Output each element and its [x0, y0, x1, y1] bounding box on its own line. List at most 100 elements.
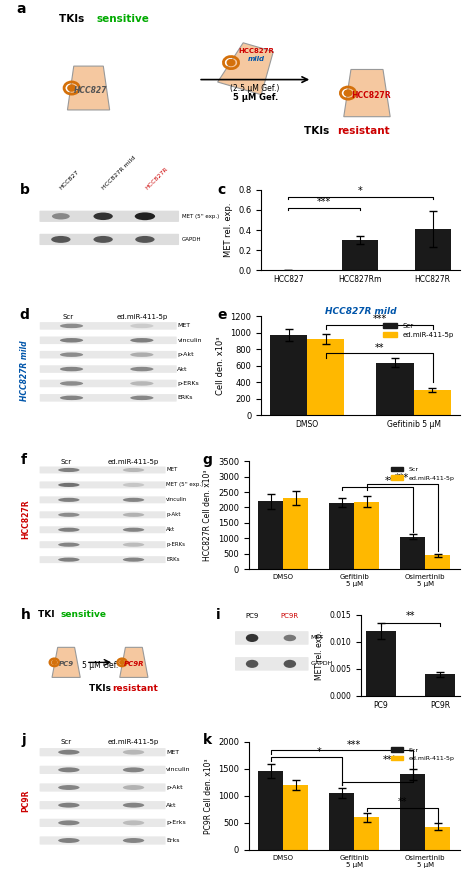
- Text: TKIs: TKIs: [89, 684, 114, 693]
- Polygon shape: [344, 69, 390, 117]
- Bar: [355, 817, 379, 850]
- Text: TKIs: TKIs: [59, 14, 88, 25]
- Y-axis label: MET rel. exp.: MET rel. exp.: [315, 631, 324, 680]
- Bar: [283, 498, 308, 569]
- Ellipse shape: [130, 381, 154, 385]
- Polygon shape: [218, 43, 273, 95]
- Circle shape: [52, 661, 56, 664]
- Text: resistant: resistant: [337, 125, 390, 136]
- Text: ***: ***: [347, 740, 362, 750]
- FancyBboxPatch shape: [40, 322, 177, 329]
- Ellipse shape: [58, 838, 80, 843]
- Text: c: c: [218, 183, 226, 197]
- Text: PC9R: PC9R: [21, 789, 30, 812]
- Ellipse shape: [130, 396, 154, 400]
- Text: vinculin: vinculin: [166, 498, 187, 502]
- Text: GAPDH: GAPDH: [310, 661, 333, 667]
- Text: HCC827: HCC827: [74, 86, 107, 95]
- Bar: [307, 339, 345, 415]
- FancyBboxPatch shape: [235, 632, 309, 645]
- Text: Scr: Scr: [61, 459, 72, 464]
- Ellipse shape: [283, 660, 296, 668]
- FancyBboxPatch shape: [40, 467, 165, 473]
- Ellipse shape: [58, 512, 80, 517]
- Ellipse shape: [123, 498, 144, 502]
- FancyBboxPatch shape: [40, 482, 165, 489]
- Ellipse shape: [283, 635, 296, 641]
- Legend: Scr, ed.miR-411-5p: Scr, ed.miR-411-5p: [380, 320, 456, 341]
- Text: ***: ***: [373, 314, 387, 324]
- Ellipse shape: [130, 338, 154, 343]
- Ellipse shape: [93, 213, 113, 220]
- Ellipse shape: [58, 483, 80, 487]
- Text: ***: ***: [395, 473, 410, 484]
- Ellipse shape: [58, 557, 80, 562]
- Title: HCC827R mild: HCC827R mild: [325, 307, 396, 315]
- Text: Akt: Akt: [166, 802, 177, 808]
- Bar: [258, 772, 283, 850]
- Text: ERKs: ERKs: [177, 395, 193, 400]
- Text: HCC827R: HCC827R: [238, 47, 274, 53]
- Polygon shape: [120, 647, 148, 677]
- Bar: [376, 363, 413, 415]
- FancyBboxPatch shape: [40, 497, 165, 504]
- Ellipse shape: [58, 821, 80, 825]
- FancyBboxPatch shape: [40, 541, 165, 548]
- Text: **: **: [406, 611, 415, 621]
- Bar: [426, 675, 456, 696]
- Circle shape: [227, 60, 235, 66]
- FancyBboxPatch shape: [39, 234, 179, 245]
- Text: ***: ***: [317, 197, 331, 207]
- FancyBboxPatch shape: [40, 526, 165, 533]
- Text: p-ERKs: p-ERKs: [177, 381, 199, 386]
- Text: resistant: resistant: [113, 684, 159, 693]
- Text: MET: MET: [177, 323, 191, 328]
- Text: HCC827R: HCC827R: [351, 91, 391, 100]
- Ellipse shape: [130, 323, 154, 328]
- Y-axis label: Cell den. x10³: Cell den. x10³: [216, 336, 225, 395]
- Text: GAPDH: GAPDH: [182, 237, 201, 242]
- Text: g: g: [202, 453, 212, 467]
- Ellipse shape: [60, 396, 83, 400]
- Bar: [401, 774, 425, 850]
- Y-axis label: PC9R Cell den. x10³: PC9R Cell den. x10³: [203, 758, 212, 834]
- Text: vinculin: vinculin: [177, 338, 202, 343]
- FancyBboxPatch shape: [39, 210, 179, 222]
- Text: b: b: [19, 183, 29, 197]
- Text: **: **: [385, 477, 394, 486]
- Text: PC9R: PC9R: [281, 612, 299, 618]
- Text: e: e: [218, 308, 227, 322]
- Y-axis label: MET rel. exp.: MET rel. exp.: [224, 202, 233, 258]
- Bar: [329, 503, 355, 569]
- Ellipse shape: [123, 483, 144, 487]
- Text: **: **: [398, 797, 407, 807]
- Ellipse shape: [58, 785, 80, 790]
- Bar: [283, 785, 308, 850]
- Ellipse shape: [58, 542, 80, 547]
- Text: **: **: [375, 343, 384, 353]
- FancyBboxPatch shape: [40, 365, 177, 373]
- Bar: [270, 335, 307, 415]
- Text: PC9R: PC9R: [124, 661, 144, 667]
- FancyBboxPatch shape: [40, 748, 165, 756]
- Text: PC9: PC9: [246, 612, 259, 618]
- Ellipse shape: [58, 767, 80, 773]
- Ellipse shape: [123, 802, 144, 808]
- Ellipse shape: [52, 213, 70, 220]
- Ellipse shape: [246, 660, 258, 668]
- Text: ed.miR-411-5p: ed.miR-411-5p: [116, 314, 167, 320]
- Text: MET: MET: [310, 635, 323, 640]
- Text: HCC827: HCC827: [58, 170, 80, 191]
- Ellipse shape: [123, 557, 144, 562]
- Text: HCC827R: HCC827R: [145, 166, 169, 191]
- Bar: [342, 240, 379, 271]
- FancyBboxPatch shape: [40, 819, 165, 827]
- Text: p-Akt: p-Akt: [166, 785, 183, 790]
- Circle shape: [344, 90, 352, 96]
- Ellipse shape: [60, 381, 83, 385]
- Ellipse shape: [135, 212, 155, 220]
- Text: Akt: Akt: [177, 366, 188, 371]
- Bar: [258, 501, 283, 569]
- Text: PC9: PC9: [59, 661, 73, 667]
- Ellipse shape: [123, 527, 144, 532]
